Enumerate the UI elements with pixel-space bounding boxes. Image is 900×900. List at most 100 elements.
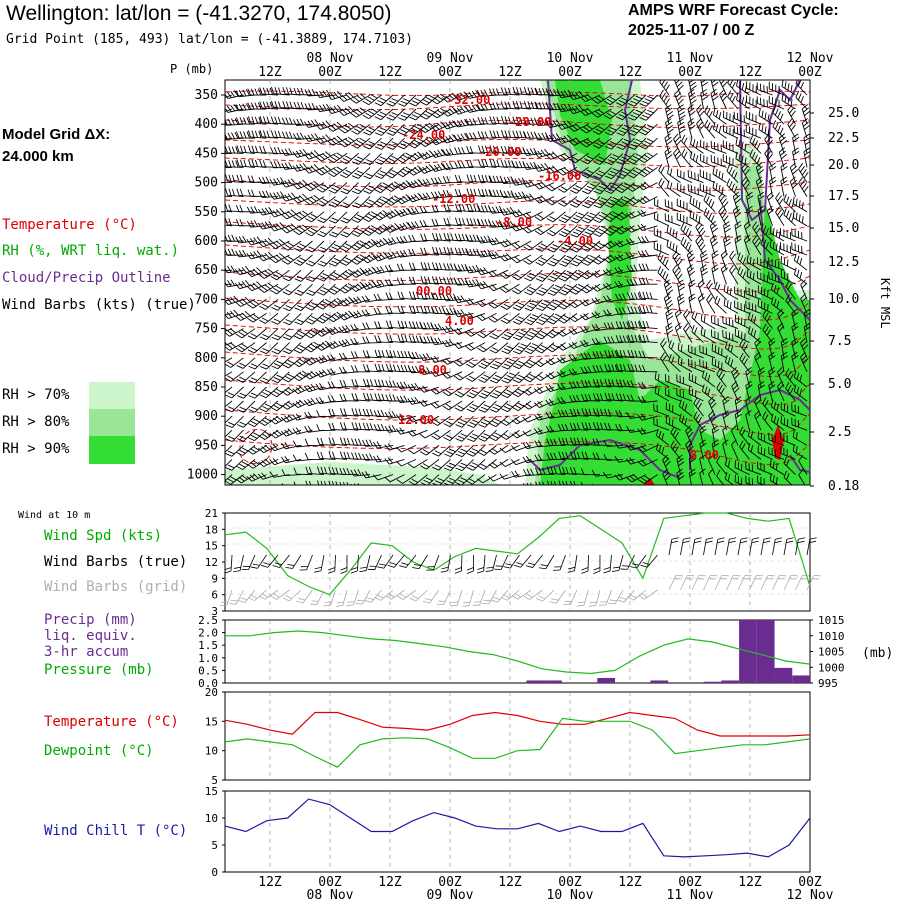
wind-barb-feather	[347, 136, 355, 142]
wind-barb-feather	[554, 299, 562, 304]
wind-barb-feather	[548, 120, 554, 128]
wind-barb-feather	[699, 282, 705, 288]
wind-barb-feather	[726, 286, 729, 294]
wind-barb-feather	[351, 161, 359, 165]
wind-barb-feather	[561, 217, 569, 221]
wind-barb-staff	[700, 160, 716, 168]
wind-barb-feather	[378, 349, 381, 357]
wind-barb-staff	[775, 211, 785, 227]
wind-barb-feather	[572, 260, 580, 265]
wind-barb-feather	[219, 295, 223, 301]
wind-barb-feather	[549, 103, 554, 110]
wind-barb-feather	[507, 87, 511, 95]
wind-barb-feather	[292, 197, 299, 204]
wind-barb-feather	[340, 190, 348, 195]
wind-barb-staff	[610, 94, 624, 106]
wind-barb-feather	[629, 185, 636, 190]
wind-barb-feather	[350, 246, 358, 251]
wind-barb-feather	[296, 245, 304, 250]
wind-barb-feather	[404, 335, 408, 342]
wind-barb-feather	[364, 282, 371, 289]
wind-barb-feather	[575, 105, 581, 112]
wind-barb-feather	[345, 169, 352, 174]
wind-barb-feather	[489, 365, 497, 370]
wind-barb	[363, 196, 382, 208]
wind-barb-feather	[333, 244, 341, 248]
wind-barb-feather	[568, 126, 575, 132]
wind-barb-feather	[641, 129, 649, 133]
wind-barb-staff	[632, 196, 647, 206]
wind-barb-feather	[696, 118, 702, 125]
wind-barb-feather	[440, 148, 446, 156]
wind-barb-feather	[733, 172, 738, 179]
wind-barb-feather	[466, 363, 473, 368]
wind-barb-feather	[472, 234, 477, 242]
wind-barb-feather	[472, 132, 477, 139]
wind-barb-feather	[400, 320, 404, 328]
wind-barb-feather	[563, 286, 571, 291]
wind-barb	[477, 174, 497, 184]
wind-barb-staff	[254, 357, 267, 370]
wind-barb	[225, 90, 244, 99]
wind-barb-feather	[507, 160, 511, 168]
wind-barb-feather	[506, 331, 514, 336]
wind-barb-feather	[517, 360, 525, 365]
wind-barb-feather	[534, 133, 539, 140]
wind-barb-staff	[634, 94, 647, 107]
wind-barb-staff	[392, 108, 405, 121]
wind-barb	[687, 104, 696, 125]
wind-barb-feather	[480, 331, 487, 337]
wind-barb-feather	[319, 230, 327, 235]
wind-barb-feather	[336, 152, 343, 157]
wind-barb-feather	[287, 179, 293, 186]
wind-barb-feather	[792, 136, 800, 142]
wind-barb-feather	[269, 243, 276, 250]
wind-barb-staff	[356, 94, 371, 104]
wind-barb-feather	[342, 286, 349, 292]
wind-barb-staff	[312, 240, 325, 253]
wind-barb-feather	[501, 350, 509, 355]
wind-barb-feather	[409, 116, 417, 121]
wind-barb-feather	[780, 162, 787, 168]
wind-barb-feather	[560, 200, 568, 205]
wind-barb-feather	[299, 257, 306, 262]
wind-barb-feather	[754, 140, 758, 148]
wind-barb-feather	[319, 104, 324, 112]
wind-barb-feather	[363, 145, 370, 150]
wind-barb-feather	[386, 132, 394, 136]
wind-barb-feather	[751, 137, 756, 145]
wind-barb	[547, 254, 566, 267]
wind-barb-feather	[580, 128, 587, 134]
wind-barb-feather	[397, 334, 401, 342]
wind-barb-feather	[315, 156, 322, 162]
wind-barb-feather	[796, 255, 800, 263]
wind-barb-feather	[403, 98, 410, 102]
wind-barb-staff	[575, 153, 589, 164]
wind-barb-feather	[364, 268, 371, 275]
wind-barb-feather	[557, 91, 562, 98]
wind-barb-feather	[501, 116, 504, 123]
wind-barb-feather	[549, 229, 557, 235]
wind-barb	[627, 153, 647, 165]
wind-barb-feather	[637, 198, 644, 205]
wind-barb-feather	[319, 317, 326, 322]
wind-barb-feather	[511, 147, 516, 155]
wind-barb-feather	[398, 117, 405, 121]
wind-barb-feather	[715, 168, 718, 177]
wind-barb-feather	[315, 123, 321, 130]
wind-barbs-true-label: Wind Barbs (true)	[44, 554, 188, 570]
wind-barb-feather	[293, 349, 301, 354]
wind-barb-feather	[241, 329, 248, 335]
wind-barb-feather	[500, 159, 504, 167]
wind-barb-feather	[298, 212, 306, 218]
wind-barb-feather	[515, 116, 519, 124]
wind-barb-feather	[524, 307, 532, 312]
wind-barb-staff	[426, 94, 440, 106]
wind-barb	[326, 104, 348, 114]
wind-barb	[339, 136, 359, 148]
wind-barb-staff	[599, 196, 612, 209]
wind-barb	[419, 353, 440, 361]
wind-barb-feather	[552, 301, 560, 306]
wind-barb-feather	[354, 230, 361, 235]
wind-barb	[292, 179, 313, 190]
